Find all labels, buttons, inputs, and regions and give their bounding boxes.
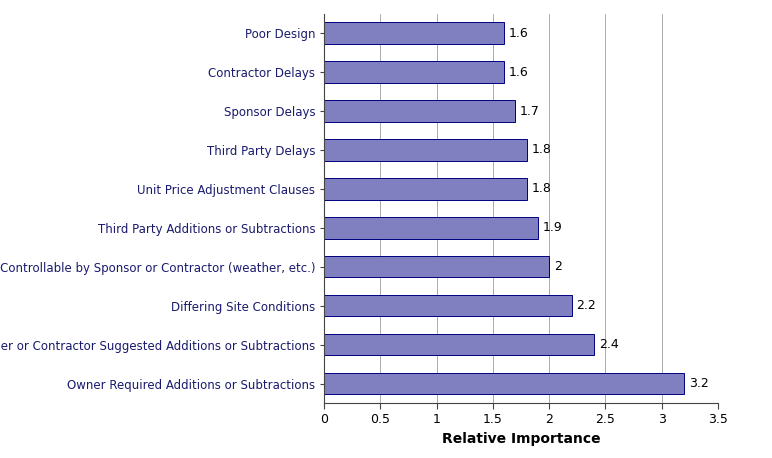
Bar (324, 100, 516, 122)
Text: 1.9: 1.9 (543, 221, 562, 234)
Text: 1.8: 1.8 (531, 143, 551, 157)
Bar (324, 295, 572, 316)
Bar (324, 178, 527, 200)
Text: 3.2: 3.2 (689, 377, 709, 390)
Text: 2.4: 2.4 (599, 338, 618, 351)
Text: 1.6: 1.6 (509, 27, 529, 40)
Bar (324, 334, 594, 355)
Bar (324, 22, 504, 44)
Text: 1.8: 1.8 (531, 182, 551, 196)
Bar (324, 61, 504, 83)
Text: 1.6: 1.6 (509, 65, 529, 79)
Bar (324, 373, 684, 394)
Bar (324, 139, 527, 161)
Text: 2.2: 2.2 (576, 299, 596, 312)
X-axis label: Relative Importance: Relative Importance (442, 432, 601, 446)
Bar (324, 256, 549, 278)
Text: 1.7: 1.7 (520, 104, 540, 118)
Bar (324, 217, 538, 239)
Text: 2: 2 (554, 260, 561, 273)
